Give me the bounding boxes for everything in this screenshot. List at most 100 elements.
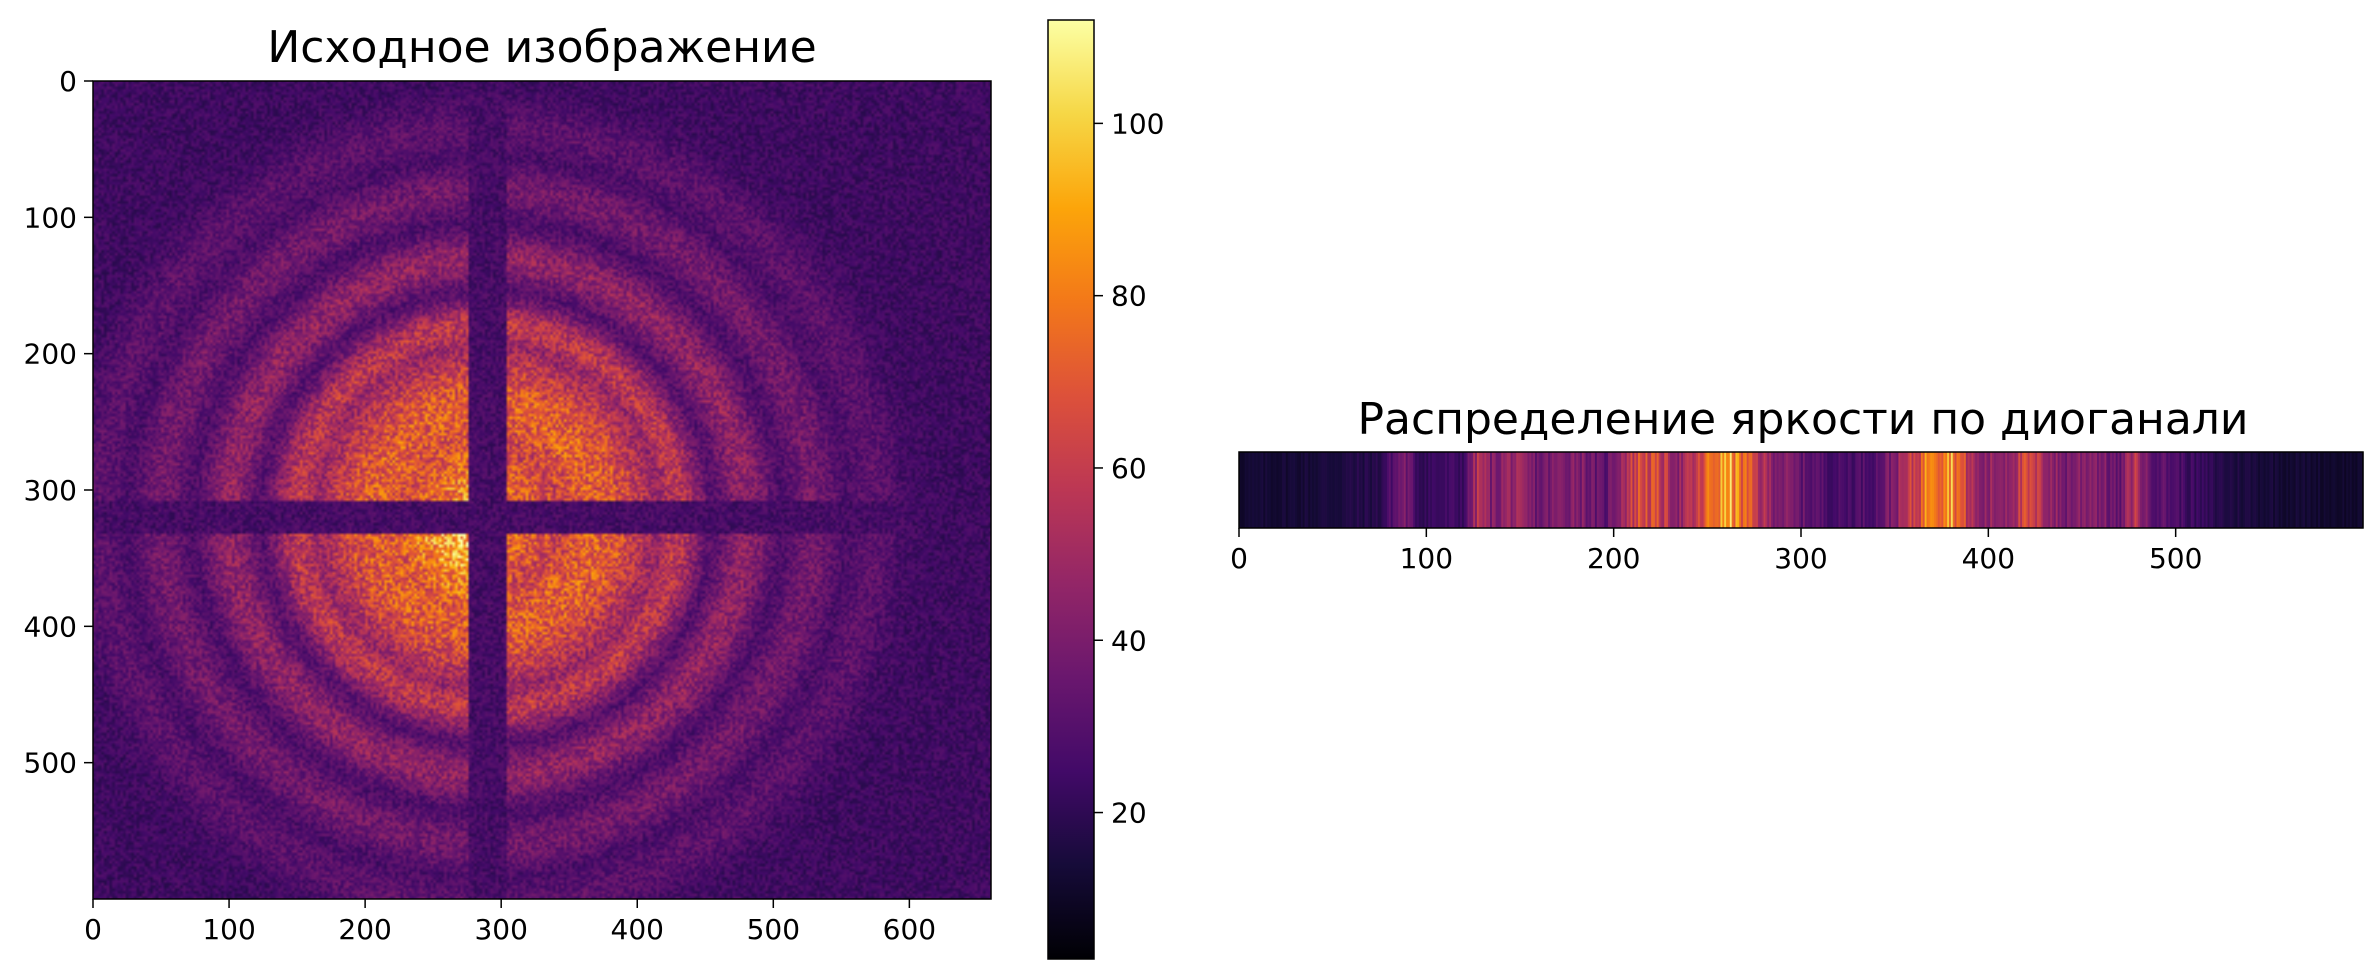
image-y-axis: 0 100 200 300 400 500: [24, 65, 93, 780]
profile-cell: [1534, 452, 1538, 528]
profile-cell: [1469, 452, 1472, 528]
profile-cell: [2306, 452, 2310, 528]
profile-cell: [2282, 452, 2285, 528]
profile-cell: [1454, 452, 1457, 528]
profile-cell: [2153, 452, 2156, 528]
profile-cell: [2185, 452, 2188, 528]
profile-cell: [2171, 452, 2175, 528]
profile-x-tick-label: 400: [1962, 542, 2015, 575]
profile-cell: [1516, 452, 1519, 528]
profile-cell: [2284, 452, 2287, 528]
profile-cell: [2156, 452, 2160, 528]
profile-cell: [2012, 452, 2016, 528]
profile-cell: [1325, 452, 1328, 528]
profile-cell: [1855, 452, 1858, 528]
profile-strip: [1239, 452, 2364, 528]
profile-cell: [1433, 452, 1437, 528]
profile-cell: [1830, 452, 1834, 528]
profile-cell: [2110, 452, 2113, 528]
profile-cell: [1583, 452, 1587, 528]
profile-cell: [1282, 452, 1285, 528]
profile-cell: [1737, 452, 1740, 528]
profile-cell: [2250, 452, 2254, 528]
profile-cell: [1851, 452, 1855, 528]
profile-cell: [2108, 452, 2111, 528]
profile-cell: [2091, 452, 2094, 528]
profile-cell: [1733, 452, 1737, 528]
profile-cell: [1939, 452, 1943, 528]
profile-cell: [1980, 452, 1984, 528]
profile-cell: [1909, 452, 1913, 528]
profile-cell: [1836, 452, 1840, 528]
profile-cell: [1673, 452, 1677, 528]
profile-cell: [1799, 452, 1802, 528]
profile-cell: [1639, 452, 1643, 528]
profile-cell: [1634, 452, 1637, 528]
profile-cell: [2310, 452, 2314, 528]
profile-cell: [1621, 452, 1624, 528]
profile-cell: [1518, 452, 1521, 528]
profile-cell: [1741, 452, 1744, 528]
profile-cell: [1239, 452, 1242, 528]
profile-cell: [1473, 452, 1476, 528]
profile-cell: [1544, 452, 1547, 528]
profile-cell: [1832, 452, 1836, 528]
profile-cell: [1525, 452, 1529, 528]
profile-cell: [1343, 452, 1347, 528]
profile-cell: [2254, 452, 2257, 528]
profile-cell: [1298, 452, 1302, 528]
profile-cell: [1709, 452, 1712, 528]
profile-cell: [2119, 452, 2122, 528]
profile-cell: [1328, 452, 1332, 528]
profile-cell: [1694, 452, 1697, 528]
profile-cell: [2179, 452, 2182, 528]
profile-cell: [1579, 452, 1583, 528]
profile-cell: [2192, 452, 2195, 528]
profile-cell: [1664, 452, 1667, 528]
profile-cell: [1268, 452, 1272, 528]
profile-cell: [1932, 452, 1935, 528]
profile-cell: [1578, 452, 1581, 528]
profile-cell: [1935, 452, 1939, 528]
profile-cell: [1692, 452, 1695, 528]
profile-cell: [2173, 452, 2177, 528]
profile-cell: [1735, 452, 1738, 528]
profile-cell: [1338, 452, 1341, 528]
profile-cell: [1306, 452, 1309, 528]
profile-cell: [1351, 452, 1354, 528]
colorbar-tick-label: 20: [1111, 797, 1147, 830]
profile-cell: [1411, 452, 1414, 528]
profile-cell: [2267, 452, 2270, 528]
profile-cell: [1890, 452, 1894, 528]
profile-cell: [1992, 452, 1995, 528]
profile-cell: [1609, 452, 1613, 528]
profile-cell: [1446, 452, 1450, 528]
profile-cell: [1778, 452, 1781, 528]
profile-cell: [2170, 452, 2173, 528]
profile-cell: [1308, 452, 1311, 528]
profile-cell: [2325, 452, 2329, 528]
profile-cell: [2162, 452, 2166, 528]
profile-cell: [1864, 452, 1868, 528]
profile-cell: [2246, 452, 2250, 528]
profile-cell: [1304, 452, 1308, 528]
profile-cell: [1456, 452, 1459, 528]
profile-cell: [1954, 452, 1958, 528]
profile-cell: [1862, 452, 1866, 528]
profile-cell: [1435, 452, 1439, 528]
profile-cell: [1947, 452, 1950, 528]
profile-cell: [1353, 452, 1356, 528]
profile-cell: [1570, 452, 1574, 528]
profile-cell: [1716, 452, 1720, 528]
profile-cell: [1594, 452, 1598, 528]
profile-cell: [1919, 452, 1922, 528]
colorbar-tick-label: 40: [1111, 624, 1147, 657]
colorbar-tick-label: 100: [1111, 107, 1164, 140]
profile-cell: [1879, 452, 1883, 528]
profile-cell: [2007, 452, 2010, 528]
profile-cell: [2201, 452, 2205, 528]
profile-cell: [2067, 452, 2070, 528]
profile-cell: [2318, 452, 2321, 528]
profile-cell: [1958, 452, 1961, 528]
profile-cell: [2010, 452, 2014, 528]
